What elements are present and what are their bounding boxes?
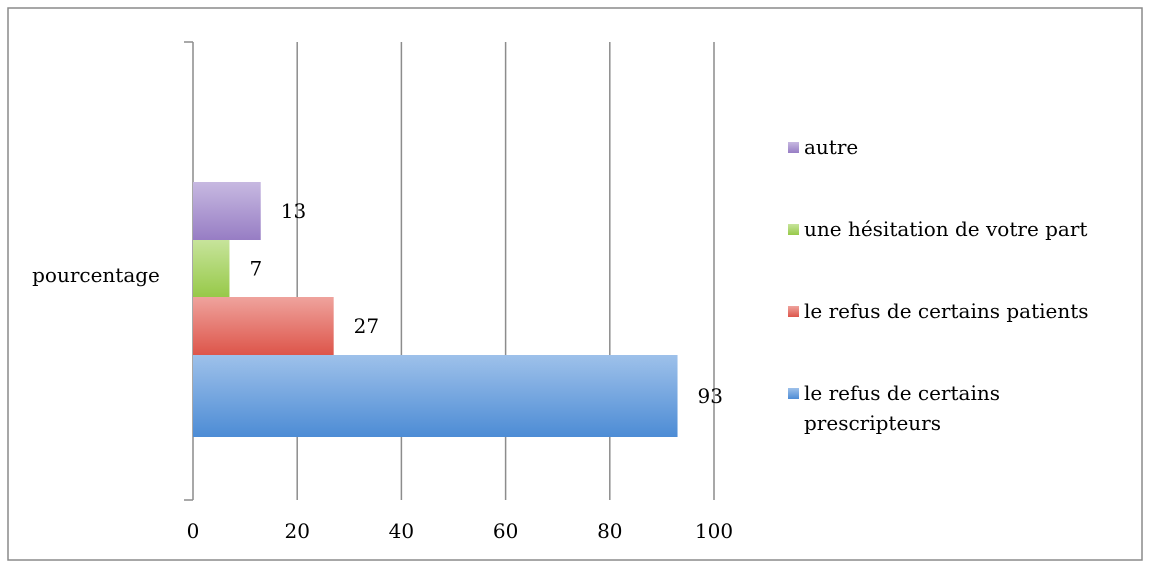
x-tick-label-100: 100: [695, 519, 733, 543]
legend-item-le-refus-de-certains-prescripteurs: le refus de certains prescripteurs: [788, 381, 1000, 435]
x-tick-label-20: 20: [284, 519, 309, 543]
legend-item-le-refus-de-certains-patients: le refus de certains patients: [788, 299, 1089, 323]
data-label-une-hesitation-de-votre-part: 7: [249, 257, 262, 281]
legend-label-le-refus-de-certains-prescripteurs: le refus de certains prescripteurs: [804, 381, 1000, 435]
x-tick-label-80: 80: [597, 519, 622, 543]
legend-item-une-hesitation-de-votre-part: une hésitation de votre part: [788, 217, 1087, 241]
legend-label-autre: autre: [804, 135, 858, 159]
data-label-autre: 13: [281, 199, 306, 223]
x-tick-label-60: 60: [493, 519, 518, 543]
legend-label-le-refus-de-certains-patients: le refus de certains patients: [804, 299, 1089, 323]
bar-autre: [193, 182, 261, 240]
x-tick-label-40: 40: [389, 519, 414, 543]
x-tick-label-0: 0: [187, 519, 200, 543]
legend-swatch-autre: [788, 142, 799, 153]
data-label-le-refus-de-certains-prescripteurs: 93: [698, 384, 723, 408]
data-label-le-refus-de-certains-patients: 27: [354, 314, 379, 338]
bar-le-refus-de-certains-patients: [193, 297, 334, 355]
legend-item-autre: autre: [788, 135, 858, 159]
bar-le-refus-de-certains-prescripteurs: [193, 355, 678, 437]
chart-frame: [7, 7, 1143, 561]
legend-swatch-une-hesitation-de-votre-part: [788, 224, 799, 235]
axes: 0 20 40 60 80 100 pourcentage: [32, 41, 733, 543]
bars: [193, 182, 678, 437]
legend-swatch-le-refus-de-certains-prescripteurs: [788, 388, 799, 399]
legend-label-une-hesitation-de-votre-part: une hésitation de votre part: [804, 217, 1087, 241]
data-labels: 93 27 7 13: [249, 199, 723, 408]
legend-swatch-le-refus-de-certains-patients: [788, 306, 799, 317]
bar-une-hesitation-de-votre-part: [193, 240, 230, 297]
category-label: pourcentage: [32, 263, 160, 287]
legend: autre une hésitation de votre part le refu…: [788, 135, 1089, 435]
